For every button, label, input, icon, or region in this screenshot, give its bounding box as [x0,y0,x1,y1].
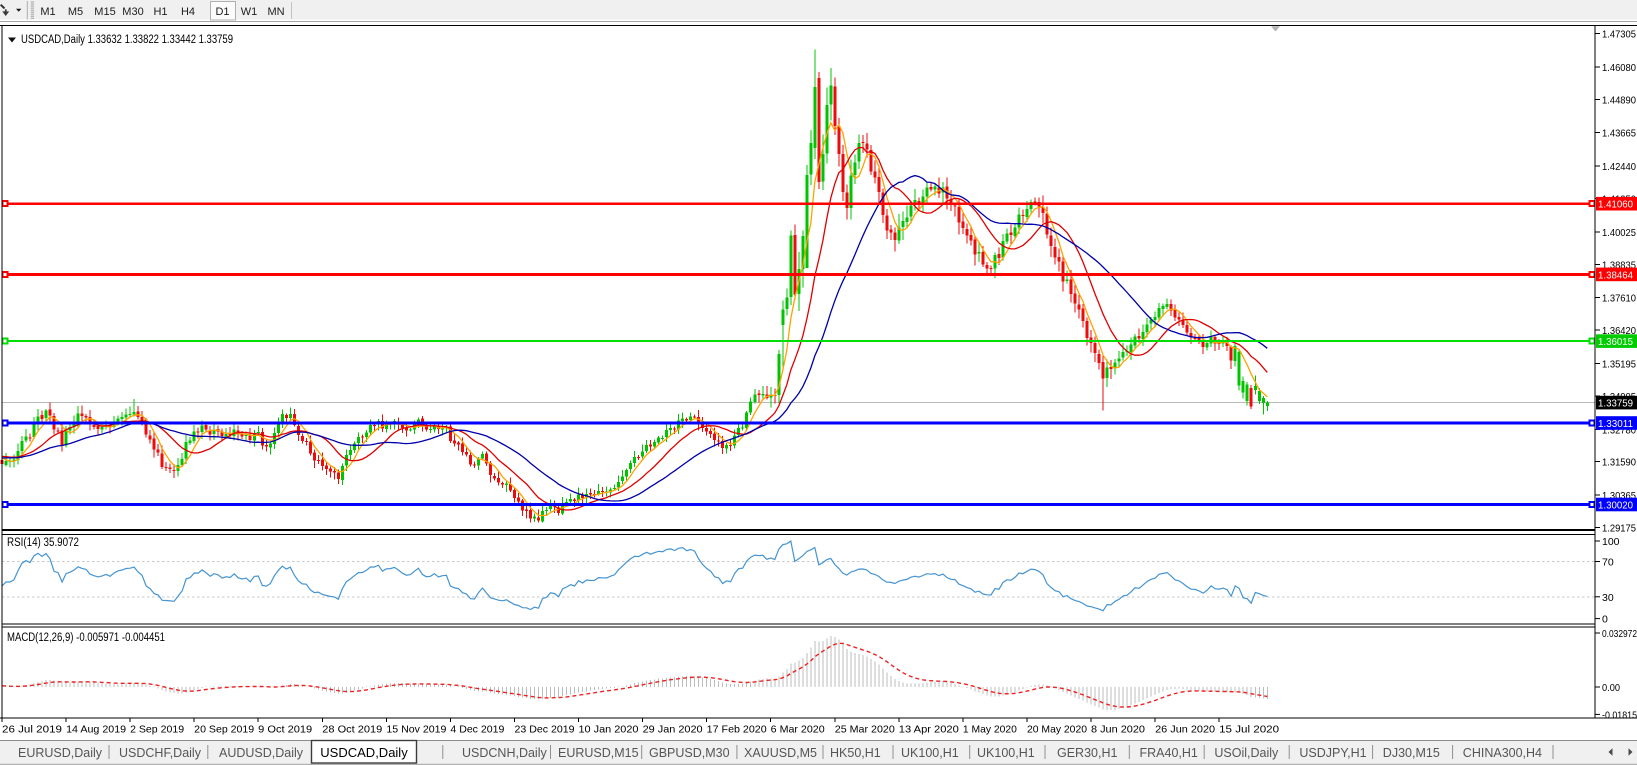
svg-text:2 Sep 2019: 2 Sep 2019 [130,724,184,736]
svg-text:0.00: 0.00 [1602,682,1620,694]
svg-text:H4: H4 [181,6,195,18]
svg-text:XAUUSD,M5: XAUUSD,M5 [744,746,817,760]
svg-text:1.38464: 1.38464 [1598,269,1633,281]
svg-text:1.35195: 1.35195 [1602,359,1636,371]
svg-text:26 Jul 2019: 26 Jul 2019 [2,724,62,736]
svg-text:AUDUSD,Daily: AUDUSD,Daily [219,746,304,760]
svg-text:USOil,Daily: USOil,Daily [1214,746,1279,760]
svg-text:25 Mar 2020: 25 Mar 2020 [835,724,895,736]
svg-text:1.36420: 1.36420 [1602,325,1636,337]
svg-text:UK100,H1: UK100,H1 [901,746,959,760]
svg-text:USDJPY,H1: USDJPY,H1 [1299,746,1366,760]
svg-text:1.29175: 1.29175 [1602,523,1636,535]
svg-text:1.42440: 1.42440 [1602,161,1636,173]
svg-text:14 Aug 2019: 14 Aug 2019 [66,724,126,736]
svg-text:6 Mar 2020: 6 Mar 2020 [771,724,825,736]
svg-text:20 Sep 2019: 20 Sep 2019 [194,724,254,736]
svg-text:USDCHF,Daily: USDCHF,Daily [119,746,202,760]
svg-text:100: 100 [1602,536,1620,548]
svg-text:4 Dec 2019: 4 Dec 2019 [450,724,504,736]
svg-text:H1: H1 [153,6,167,18]
svg-text:1.37610: 1.37610 [1602,293,1636,305]
svg-text:CHINA300,H4: CHINA300,H4 [1463,746,1542,760]
svg-text:15 Jul 2020: 15 Jul 2020 [1219,724,1279,736]
svg-text:26 Jun 2020: 26 Jun 2020 [1155,724,1215,736]
svg-text:0: 0 [1602,614,1608,626]
svg-text:1.46080: 1.46080 [1602,62,1636,74]
svg-text:70: 70 [1602,557,1614,569]
svg-text:M15: M15 [94,6,115,18]
svg-text:W1: W1 [241,6,258,18]
svg-text:USDCAD,Daily: USDCAD,Daily [320,745,408,760]
svg-text:0.032972: 0.032972 [1602,628,1637,640]
svg-text:RSI(14) 35.9072: RSI(14) 35.9072 [7,537,79,549]
svg-text:MN: MN [267,6,284,18]
svg-text:EURUSD,Daily: EURUSD,Daily [18,746,103,760]
svg-text:8 Jun 2020: 8 Jun 2020 [1091,724,1145,736]
svg-text:1.43665: 1.43665 [1602,128,1636,140]
svg-text:29 Jan 2020: 29 Jan 2020 [643,724,703,736]
svg-text:1.47305: 1.47305 [1602,29,1636,41]
svg-text:USDCAD,Daily 1.33632 1.33822: USDCAD,Daily 1.33632 1.33822 1.33442 1.3… [21,34,233,46]
svg-text:GER30,H1: GER30,H1 [1057,746,1117,760]
svg-text:1.33011: 1.33011 [1598,418,1633,430]
svg-text:1 May 2020: 1 May 2020 [963,724,1017,736]
svg-text:1.41060: 1.41060 [1598,199,1633,211]
svg-text:30: 30 [1602,592,1614,604]
svg-text:23 Dec 2019: 23 Dec 2019 [515,724,575,736]
svg-text:M30: M30 [122,6,143,18]
svg-text:10 Jan 2020: 10 Jan 2020 [579,724,639,736]
svg-text:DJ30,M15: DJ30,M15 [1383,746,1440,760]
svg-text:USDCNH,Daily: USDCNH,Daily [462,746,547,760]
svg-text:17 Feb 2020: 17 Feb 2020 [707,724,767,736]
svg-text:M5: M5 [68,6,83,18]
svg-text:1.40025: 1.40025 [1602,227,1636,239]
svg-text:FRA40,H1: FRA40,H1 [1140,746,1198,760]
svg-text:20 May 2020: 20 May 2020 [1027,724,1087,736]
svg-text:UK100,H1: UK100,H1 [977,746,1035,760]
svg-text:9 Oct 2019: 9 Oct 2019 [258,724,312,736]
svg-text:1.36015: 1.36015 [1598,336,1633,348]
svg-text:MACD(12,26,9) -0.005971 -0.004: MACD(12,26,9) -0.005971 -0.004451 [7,632,165,644]
svg-text:1.30020: 1.30020 [1598,500,1633,512]
svg-text:13 Apr 2020: 13 Apr 2020 [899,724,959,736]
svg-text:1.33759: 1.33759 [1598,398,1633,410]
svg-text:1.44890: 1.44890 [1602,94,1636,106]
svg-text:EURUSD,M15: EURUSD,M15 [558,746,639,760]
svg-text:GBPUSD,M30: GBPUSD,M30 [649,746,730,760]
svg-text:15 Nov 2019: 15 Nov 2019 [386,724,446,736]
svg-text:1.31590: 1.31590 [1602,457,1636,469]
svg-text:D1: D1 [215,6,229,18]
svg-text:28 Oct 2019: 28 Oct 2019 [322,724,382,736]
svg-text:HK50,H1: HK50,H1 [830,746,881,760]
svg-text:M1: M1 [40,6,55,18]
svg-text:-0.018154: -0.018154 [1602,709,1637,721]
